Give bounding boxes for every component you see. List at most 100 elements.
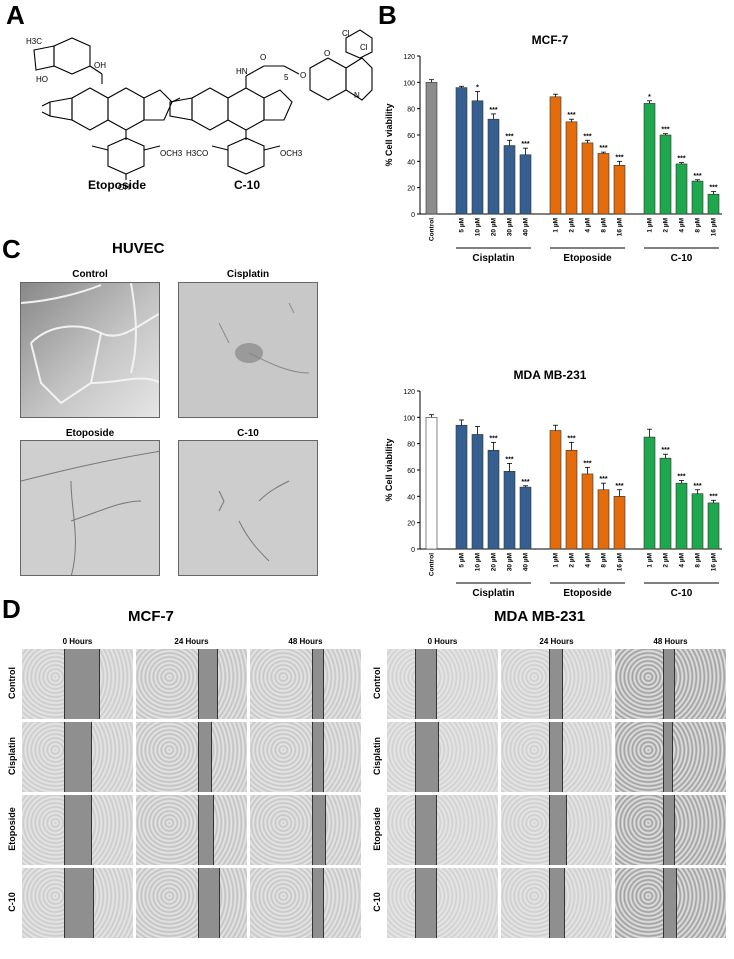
- wound-gap: [198, 868, 220, 938]
- category-label: 30 µM: [507, 218, 514, 236]
- huvec-image-cisplatin: [178, 282, 318, 418]
- huvec-image-control: [20, 282, 160, 418]
- significance-label: ***: [505, 133, 513, 140]
- c10-och3: OCH3: [280, 149, 303, 158]
- bar: [519, 154, 532, 215]
- category-label: 2 µM: [569, 218, 576, 233]
- bar: [707, 502, 720, 550]
- category-label: 16 µM: [711, 218, 718, 236]
- category-label: 8 µM: [695, 553, 702, 568]
- wound-row-label: Cisplatin: [7, 737, 17, 776]
- huvec-title: HUVEC: [112, 240, 165, 257]
- category-label: Control: [429, 553, 436, 576]
- category-label: 10 µM: [475, 553, 482, 571]
- etoposide-ho: HO: [36, 75, 48, 84]
- bar: [455, 424, 468, 550]
- y-tick-label: 100: [403, 80, 415, 87]
- panel-letter-c: C: [2, 234, 21, 264]
- category-label: 16 µM: [711, 553, 718, 571]
- significance-label: ***: [583, 460, 591, 467]
- wound-gap: [663, 868, 677, 938]
- significance-label: ***: [599, 145, 607, 152]
- wound-gap: [663, 795, 675, 865]
- bar: [487, 449, 500, 550]
- wound-row-label: Etoposide: [372, 807, 382, 851]
- wound-image: [136, 795, 247, 865]
- wound-title-mcf7: MCF-7: [128, 608, 174, 625]
- significance-label: ***: [677, 474, 685, 481]
- etoposide-och3: OCH3: [160, 149, 183, 158]
- wound-image: [250, 795, 361, 865]
- wound-gap: [64, 868, 94, 938]
- significance-label: ***: [489, 435, 497, 442]
- wound-image: [387, 722, 498, 792]
- chemical-structures: H3C OH HO OCH3 OH HN O 5 O N Cl Cl O H3C…: [26, 29, 373, 192]
- significance-label: ***: [567, 435, 575, 442]
- category-label: 5 µM: [459, 553, 466, 568]
- y-axis-label: % Cell viability: [384, 103, 394, 166]
- panel-letter-a: A: [6, 0, 25, 30]
- category-label: 4 µM: [679, 553, 686, 568]
- significance-label: ***: [661, 127, 669, 134]
- bar: [659, 134, 672, 215]
- wound-column-label: 24 Hours: [539, 637, 574, 646]
- y-axis-label: % Cell viability: [384, 438, 394, 501]
- bar: [425, 417, 438, 550]
- significance-label: ***: [615, 483, 623, 490]
- bar: [659, 457, 672, 550]
- wound-gap: [415, 649, 437, 719]
- bar: [707, 193, 720, 215]
- huvec-label-c10: C-10: [237, 428, 259, 439]
- category-label: 4 µM: [585, 553, 592, 568]
- category-label: 10 µM: [475, 218, 482, 236]
- wound-image: [136, 868, 247, 938]
- category-label: 1 µM: [647, 553, 654, 568]
- y-tick-label: 20: [407, 186, 415, 193]
- huvec-image-etoposide: [20, 440, 160, 576]
- bar: [487, 118, 500, 215]
- bar: [691, 493, 704, 550]
- c10-label: C-10: [234, 178, 261, 192]
- bar: [597, 489, 610, 550]
- chart-title: MDA MB-231: [514, 368, 587, 382]
- wound-column-label: 48 Hours: [288, 637, 323, 646]
- wound-image: [501, 795, 612, 865]
- category-label: 16 µM: [617, 218, 624, 236]
- wound-gap: [312, 795, 326, 865]
- bar: [455, 87, 468, 215]
- y-tick-label: 120: [403, 389, 415, 396]
- significance-label: ***: [677, 156, 685, 163]
- group-label: Etoposide: [563, 588, 612, 599]
- wound-image: [501, 649, 612, 719]
- y-tick-label: 0: [411, 212, 415, 219]
- etoposide-label: Etoposide: [88, 178, 147, 192]
- group-label: C-10: [671, 588, 693, 599]
- significance-label: ***: [521, 479, 529, 486]
- y-tick-label: 0: [411, 547, 415, 554]
- significance-label: ***: [521, 141, 529, 148]
- wound-column-label: 0 Hours: [427, 637, 458, 646]
- wound-image: [387, 795, 498, 865]
- bar: [581, 142, 594, 215]
- category-label: 2 µM: [569, 553, 576, 568]
- category-label: 20 µM: [491, 218, 498, 236]
- wound-gap: [312, 649, 324, 719]
- panel-letter-d: D: [2, 594, 21, 624]
- wound-gap: [312, 722, 324, 792]
- c10-o3: O: [324, 49, 330, 58]
- significance-label: ***: [505, 456, 513, 463]
- category-label: 8 µM: [601, 553, 608, 568]
- wound-image: [22, 649, 133, 719]
- bar: [597, 153, 610, 215]
- wound-image: [501, 868, 612, 938]
- wound-gap: [549, 649, 563, 719]
- c10-o2: O: [300, 71, 306, 80]
- wound-image: [22, 722, 133, 792]
- wound-row-label: Control: [372, 667, 382, 699]
- category-label: 30 µM: [507, 553, 514, 571]
- wound-gap: [198, 649, 218, 719]
- significance-label: *: [476, 85, 479, 92]
- bar: [691, 180, 704, 215]
- group-label: Etoposide: [563, 253, 612, 264]
- y-tick-label: 40: [407, 494, 415, 501]
